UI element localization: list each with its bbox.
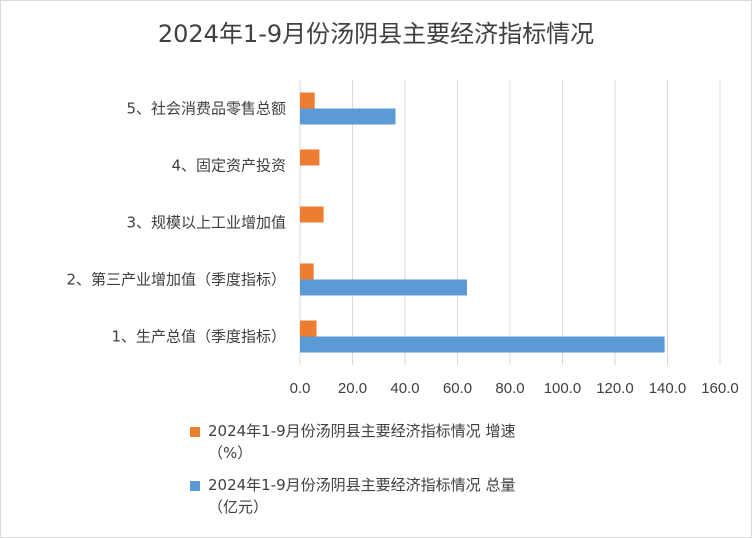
bar-total <box>300 336 665 353</box>
category-label: 3、规模以上工业增加值 <box>126 214 286 232</box>
legend-label-total-line1: 2024年1-9月份汤阴县主要经济指标情况 总量 <box>208 476 516 494</box>
legend-swatch-total <box>190 481 200 491</box>
x-tick-label: 160.0 <box>701 380 739 397</box>
x-tick-label: 140.0 <box>649 380 687 397</box>
x-tick-label: 60.0 <box>443 380 472 397</box>
category-label: 4、固定资产投资 <box>171 157 286 175</box>
category-label: 5、社会消费品零售总额 <box>126 100 286 118</box>
bar-growth <box>300 206 324 223</box>
x-tick-label: 80.0 <box>495 380 524 397</box>
x-tick-label: 120.0 <box>596 380 634 397</box>
x-tick-label: 20.0 <box>338 380 367 397</box>
legend-label-growth-line2: （%） <box>208 444 253 462</box>
legend-swatch-growth <box>190 427 200 437</box>
gridlines <box>299 80 721 365</box>
bar-total <box>300 279 467 296</box>
chart-title: 2024年1-9月份汤阴县主要经济指标情况 <box>157 20 595 48</box>
category-labels: 1、生产总值（季度指标） 2、第三产业增加值（季度指标） 3、规模以上工业增加值 4、… <box>66 100 286 346</box>
x-tick-labels: 0.0 20.0 40.0 60.0 80.0 100.0 120.0 140.0 160.0 <box>290 380 739 397</box>
x-tick-label: 100.0 <box>544 380 582 397</box>
bar-total <box>300 108 396 125</box>
category-label: 2、第三产业增加值（季度指标） <box>66 271 286 289</box>
legend-label-total-line2: （亿元） <box>208 498 269 516</box>
bars <box>300 92 665 353</box>
x-tick-label: 0.0 <box>290 380 311 397</box>
x-tick-label: 40.0 <box>390 380 419 397</box>
bar-growth <box>300 149 320 166</box>
bar-growth <box>300 320 317 337</box>
bar-growth <box>300 92 315 109</box>
category-label: 1、生产总值（季度指标） <box>111 328 286 346</box>
legend-label-growth-line1: 2024年1-9月份汤阴县主要经济指标情况 增速 <box>208 422 516 440</box>
bar-growth <box>300 263 314 280</box>
